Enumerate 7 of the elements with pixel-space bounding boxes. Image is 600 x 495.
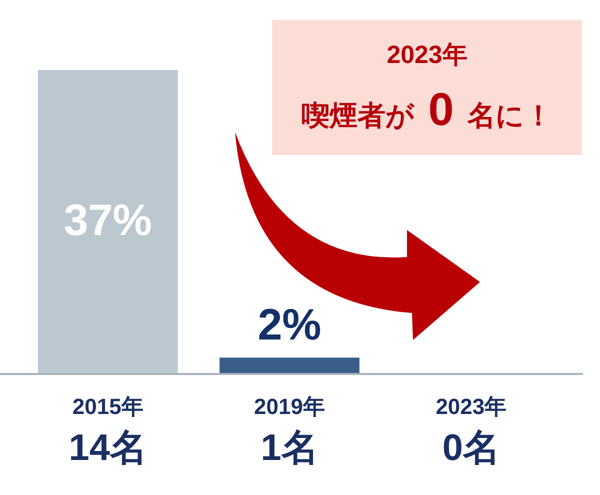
data-label: 37% xyxy=(64,196,152,245)
x-tick-label: 2023年 0名 xyxy=(436,394,507,468)
x-tick-label: 2019年 1名 xyxy=(254,394,325,468)
x-tick-label: 2015年 14名 xyxy=(68,394,147,468)
annotation: 喫煙者が 0 名に！ xyxy=(300,82,554,137)
text: 2023年 xyxy=(386,40,468,70)
data-label: 2% xyxy=(258,300,322,350)
